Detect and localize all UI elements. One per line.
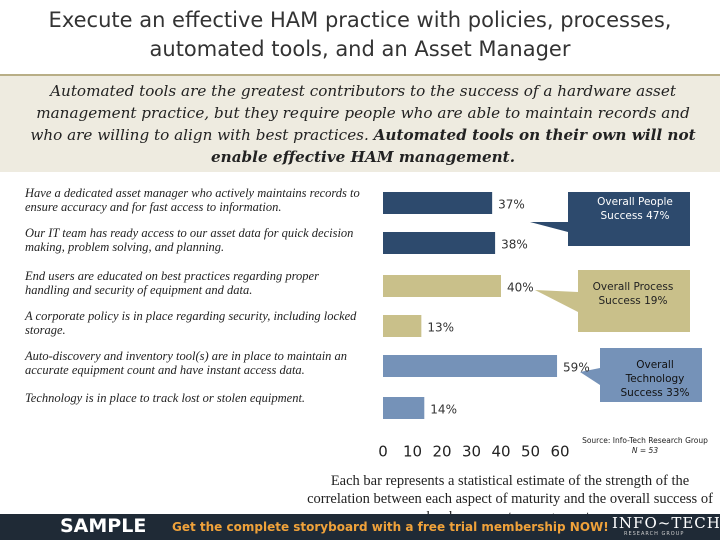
callout-shape [530, 192, 690, 246]
offer[interactable]: Get the complete storyboard with a free … [172, 520, 609, 534]
value-label: 14% [430, 403, 457, 417]
intro-box [0, 74, 720, 172]
value-label: 38% [501, 238, 528, 252]
category-label: Our IT team has ready access to our asse… [25, 226, 354, 254]
banner [0, 514, 720, 540]
bar [383, 275, 501, 297]
bar [383, 232, 496, 254]
bar [383, 192, 493, 214]
x-tick-label: 40 [491, 443, 510, 461]
value-label: 13% [427, 321, 454, 335]
sample-size: N = 53 [631, 446, 659, 455]
bar [383, 355, 558, 377]
category-label: Have a dedicated asset manager who activ… [25, 186, 360, 214]
value-label: 59% [563, 361, 590, 375]
category-label: Technology is in place to track lost or … [25, 391, 306, 405]
bar [383, 315, 422, 337]
category-label: Auto-discovery and inventory tool(s) are… [25, 349, 348, 377]
category-label: End users are educated on best practices… [25, 269, 319, 297]
x-tick-label: 50 [521, 443, 540, 461]
callout-text: Overall Process Success 19% [592, 281, 674, 307]
value-label: 37% [498, 198, 525, 212]
intro-text: Automated tools are the greatest contrib… [28, 80, 698, 168]
x-tick-label: 0 [378, 443, 388, 461]
intro-emphasis: Automated tools on their own will not en… [211, 126, 696, 166]
x-tick-label: 10 [403, 443, 422, 461]
callout-shape [580, 348, 702, 402]
x-tick-label: 60 [550, 443, 569, 461]
callout-shape [535, 270, 690, 332]
sample-label: SAMPLE [60, 515, 147, 537]
x-tick-label: 20 [432, 443, 451, 461]
logo-sub: RESEARCH GROUP [624, 531, 685, 537]
source: Source: Info-Tech Research Group [582, 436, 708, 445]
category-label: A corporate policy is in place regarding… [25, 309, 357, 337]
bar [383, 397, 425, 419]
callout-text: Overall People Success 47% [597, 196, 673, 222]
x-tick-label: 30 [462, 443, 481, 461]
intro: Automated tools are the greatest contrib… [30, 82, 690, 144]
value-label: 40% [507, 281, 534, 295]
logo: INFO~TECH [612, 514, 720, 532]
callout-text: Overall Technology Success 33% [620, 359, 690, 399]
slide-title: Execute an effective HAM practice with p… [48, 8, 672, 61]
